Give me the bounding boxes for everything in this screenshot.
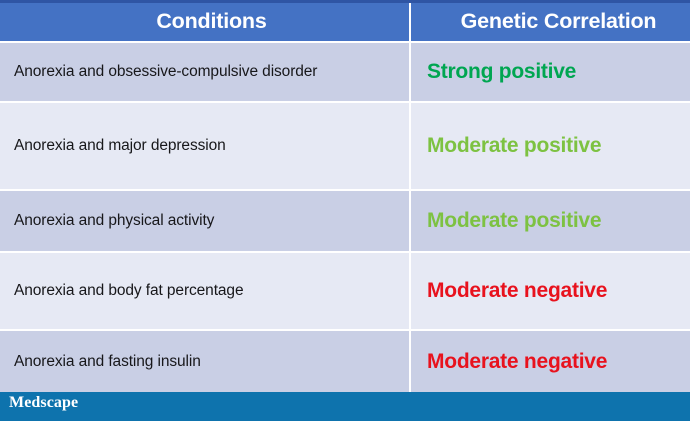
table-row: Anorexia and obsessive-compulsive disord… [0,41,690,103]
condition-cell: Anorexia and major depression [0,101,410,191]
footer-bar: Medscape [0,392,690,421]
condition-cell: Anorexia and obsessive-compulsive disord… [0,41,410,103]
genetic-correlation-table: Conditions Genetic Correlation Anorexia … [0,0,690,395]
table-row: Anorexia and body fat percentage Moderat… [0,251,690,331]
correlation-value: Moderate negative [427,278,608,302]
correlation-cell: Moderate negative [409,251,690,331]
table-row: Anorexia and physical activity Moderate … [0,189,690,253]
condition-cell: Anorexia and fasting insulin [0,329,410,395]
condition-label: Anorexia and obsessive-compulsive disord… [14,62,318,80]
correlation-cell: Moderate positive [409,189,690,253]
condition-label: Anorexia and fasting insulin [14,352,201,370]
table-row: Anorexia and fasting insulin Moderate ne… [0,329,690,395]
condition-label: Anorexia and body fat percentage [14,281,244,299]
medscape-logo: Medscape [9,394,79,411]
column-header-conditions: Conditions [0,0,410,43]
correlation-value: Strong positive [427,59,577,83]
condition-cell: Anorexia and physical activity [0,189,410,253]
correlation-value: Moderate positive [427,133,602,157]
correlation-value: Moderate negative [427,349,608,373]
table-header: Conditions Genetic Correlation [0,0,690,43]
correlation-cell: Moderate positive [409,101,690,191]
correlation-cell: Strong positive [409,41,690,103]
table-header-row: Conditions Genetic Correlation [0,0,690,43]
correlation-cell: Moderate negative [409,329,690,395]
table-row: Anorexia and major depression Moderate p… [0,101,690,191]
condition-cell: Anorexia and body fat percentage [0,251,410,331]
correlation-value: Moderate positive [427,208,602,232]
condition-label: Anorexia and physical activity [14,211,215,229]
column-header-genetic-correlation: Genetic Correlation [409,0,690,43]
table-body: Anorexia and obsessive-compulsive disord… [0,41,690,395]
condition-label: Anorexia and major depression [14,136,226,154]
